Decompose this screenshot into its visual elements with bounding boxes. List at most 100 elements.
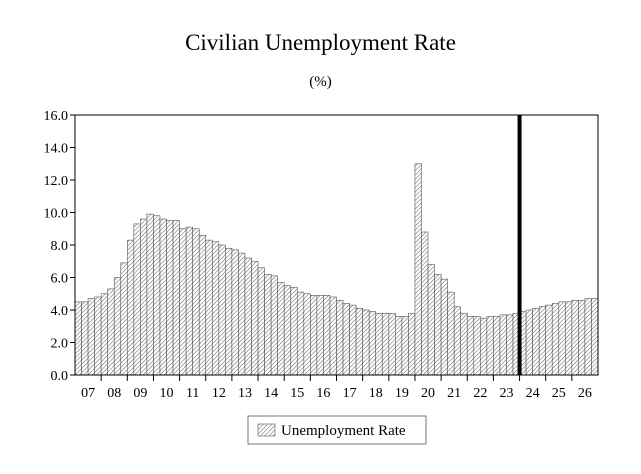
- data-bar: [113, 277, 122, 376]
- data-bar: [480, 317, 488, 376]
- data-bar: [578, 299, 586, 376]
- data-bar: [290, 286, 298, 376]
- y-tick-label: 0.0: [51, 369, 69, 384]
- y-tick-label: 14.0: [44, 142, 69, 157]
- data-bar: [316, 295, 324, 376]
- data-bar: [414, 163, 422, 376]
- data-bar: [538, 306, 546, 376]
- data-bar: [532, 308, 540, 376]
- x-tick-label: 18: [369, 386, 383, 401]
- data-bar: [545, 304, 553, 376]
- y-tick-label: 10.0: [44, 207, 69, 222]
- data-bar: [277, 282, 285, 376]
- data-bar: [558, 301, 566, 376]
- x-tick-label: 12: [212, 386, 226, 401]
- data-bar: [355, 308, 363, 376]
- data-bar: [107, 288, 115, 376]
- legend-label: Unemployment Rate: [281, 423, 406, 439]
- data-bar: [74, 301, 82, 376]
- data-bar: [551, 303, 560, 376]
- data-bar: [303, 293, 311, 376]
- data-bar: [310, 295, 318, 376]
- x-tick-label: 07: [81, 386, 95, 401]
- data-bar: [244, 257, 252, 376]
- data-bar: [486, 316, 494, 376]
- chart-title: Civilian Unemployment Rate: [185, 30, 456, 55]
- data-bar: [375, 312, 383, 376]
- data-bar: [120, 262, 128, 376]
- data-bar: [185, 226, 193, 376]
- data-bar: [388, 312, 396, 376]
- data-bar: [466, 316, 475, 376]
- y-tick-label: 8.0: [51, 239, 69, 254]
- data-bar: [192, 228, 200, 376]
- data-bar: [506, 314, 514, 376]
- x-tick-label: 14: [264, 386, 278, 401]
- x-tick-label: 20: [421, 386, 435, 401]
- data-bar: [591, 298, 599, 376]
- data-bar: [231, 249, 239, 376]
- x-tick-label: 21: [447, 386, 461, 401]
- chart-subtitle: (%): [309, 74, 332, 90]
- y-tick-label: 16.0: [44, 109, 69, 124]
- data-bar: [349, 304, 357, 376]
- x-tick-label: 15: [290, 386, 304, 401]
- data-bar: [571, 299, 579, 376]
- data-bar: [329, 296, 337, 376]
- data-bar: [153, 215, 161, 376]
- data-bar: [447, 291, 455, 376]
- x-tick-label: 10: [160, 386, 174, 401]
- data-bar: [401, 316, 409, 376]
- data-bar: [218, 244, 226, 376]
- data-bar: [205, 239, 213, 376]
- data-bar: [81, 301, 89, 376]
- data-bar: [381, 312, 390, 376]
- data-bar: [100, 293, 108, 376]
- data-bar: [251, 260, 259, 376]
- x-tick-label: 26: [578, 386, 592, 401]
- data-bar: [440, 278, 448, 376]
- data-bar: [460, 312, 468, 376]
- data-bar: [395, 316, 403, 376]
- data-bar: [172, 220, 180, 376]
- x-tick-label: 24: [526, 386, 540, 401]
- data-bar: [159, 218, 167, 376]
- x-tick-label: 25: [552, 386, 566, 401]
- data-bar: [127, 239, 135, 376]
- data-bar: [525, 309, 533, 376]
- data-bar: [225, 247, 233, 376]
- data-bar: [198, 234, 207, 376]
- data-bar: [87, 298, 95, 376]
- data-bar: [146, 213, 154, 376]
- data-bar: [283, 285, 292, 376]
- data-bar: [94, 296, 102, 376]
- data-bar: [133, 223, 141, 376]
- data-bar: [166, 220, 174, 376]
- data-bar: [453, 306, 462, 376]
- data-bar: [179, 228, 187, 376]
- legend-swatch: [257, 423, 276, 437]
- data-bar: [270, 275, 278, 376]
- data-bar: [257, 267, 265, 376]
- y-tick-label: 4.0: [51, 304, 69, 319]
- y-tick-label: 12.0: [44, 174, 69, 189]
- data-bar: [434, 273, 442, 376]
- x-tick-label: 13: [238, 386, 252, 401]
- data-bar: [336, 299, 344, 376]
- x-tick-label: 22: [473, 386, 487, 401]
- data-bar: [427, 264, 435, 376]
- data-bar: [323, 295, 331, 376]
- y-tick-label: 2.0: [51, 337, 69, 352]
- x-tick-label: 23: [499, 386, 513, 401]
- x-tick-label: 08: [107, 386, 121, 401]
- data-bar: [493, 316, 501, 376]
- data-bar: [342, 303, 350, 376]
- x-tick-label: 11: [186, 386, 199, 401]
- y-tick-label: 6.0: [51, 272, 69, 287]
- x-tick-label: 17: [343, 386, 357, 401]
- data-bar: [264, 273, 272, 376]
- data-bar: [499, 314, 507, 376]
- data-bar: [368, 311, 377, 376]
- data-bar: [238, 252, 246, 376]
